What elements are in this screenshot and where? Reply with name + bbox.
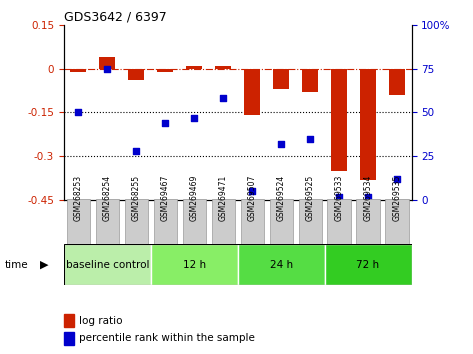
Bar	[186, 66, 202, 69]
Bar	[215, 66, 231, 69]
Bar	[324, 244, 412, 285]
Text: GSM269507: GSM269507	[248, 175, 257, 221]
Bar	[273, 69, 289, 89]
Text: log ratio: log ratio	[79, 316, 123, 326]
Bar	[331, 69, 347, 171]
Text: GSM269471: GSM269471	[219, 175, 228, 221]
Bar	[211, 199, 235, 245]
Bar	[67, 199, 90, 245]
Bar	[360, 69, 376, 179]
Bar	[99, 57, 115, 69]
Bar	[389, 69, 405, 95]
Text: baseline control: baseline control	[66, 259, 149, 270]
Point	[335, 194, 343, 199]
Text: GSM269534: GSM269534	[364, 175, 373, 221]
Text: percentile rank within the sample: percentile rank within the sample	[79, 333, 255, 343]
Point	[161, 120, 169, 126]
Text: GSM268255: GSM268255	[132, 175, 141, 221]
Point	[307, 136, 314, 142]
Point	[191, 115, 198, 120]
Bar	[125, 199, 148, 245]
Point	[104, 66, 111, 72]
Point	[248, 188, 256, 194]
Point	[132, 148, 140, 154]
Text: GSM269535: GSM269535	[393, 175, 402, 221]
Bar	[64, 244, 151, 285]
Bar	[241, 199, 264, 245]
Text: GSM269525: GSM269525	[306, 175, 315, 221]
Text: GSM269524: GSM269524	[277, 175, 286, 221]
Point	[277, 141, 285, 147]
Bar	[385, 199, 409, 245]
Bar	[327, 199, 350, 245]
Bar	[244, 69, 260, 115]
Text: GSM269469: GSM269469	[190, 175, 199, 221]
Bar	[70, 69, 86, 72]
Point	[75, 110, 82, 115]
Bar	[128, 69, 144, 80]
Text: GSM268254: GSM268254	[103, 175, 112, 221]
Text: 72 h: 72 h	[357, 259, 380, 270]
Text: GSM269467: GSM269467	[161, 175, 170, 221]
Text: GSM269533: GSM269533	[334, 175, 343, 221]
Bar	[183, 199, 206, 245]
Text: GSM268253: GSM268253	[74, 175, 83, 221]
Bar	[151, 244, 237, 285]
Point	[364, 194, 372, 199]
Bar	[96, 199, 119, 245]
Bar	[298, 199, 322, 245]
Text: ▶: ▶	[40, 260, 49, 270]
Bar	[270, 199, 293, 245]
Point	[219, 96, 227, 101]
Text: 24 h: 24 h	[270, 259, 293, 270]
Bar	[357, 199, 380, 245]
Bar	[237, 244, 324, 285]
Bar	[158, 69, 173, 72]
Point	[393, 176, 401, 182]
Bar	[154, 199, 177, 245]
Bar	[302, 69, 318, 92]
Text: time: time	[5, 260, 28, 270]
Text: 12 h: 12 h	[183, 259, 206, 270]
Text: GDS3642 / 6397: GDS3642 / 6397	[64, 11, 166, 24]
